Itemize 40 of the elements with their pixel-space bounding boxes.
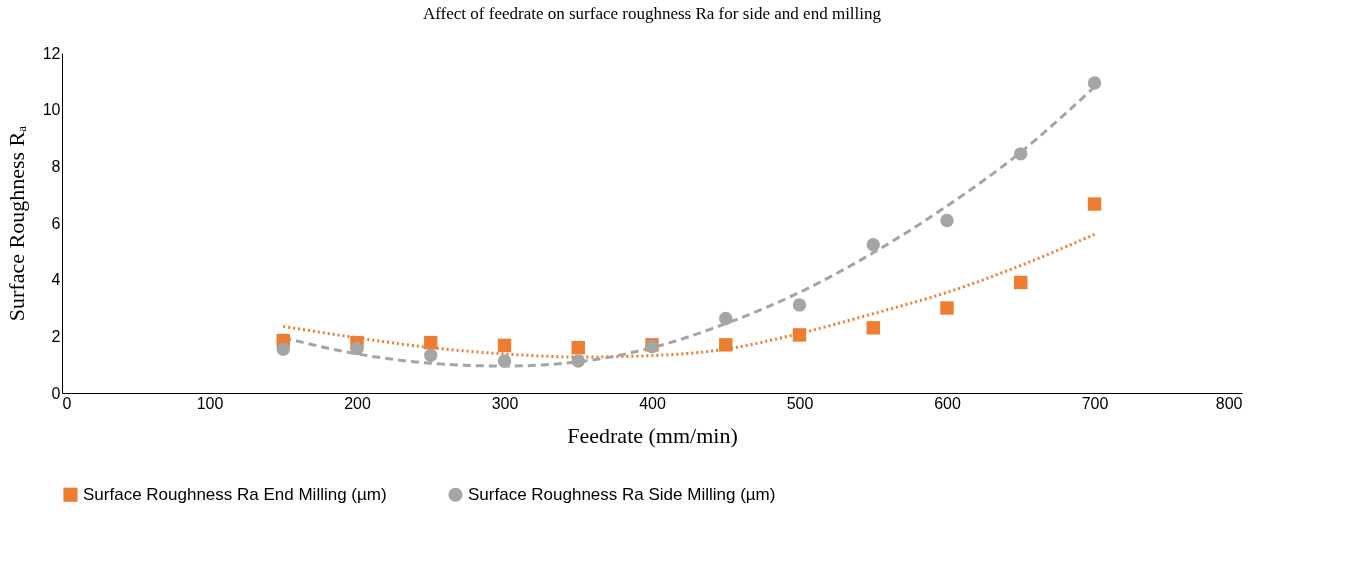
x-tick-label: 200 — [344, 394, 371, 412]
point — [792, 328, 807, 342]
x-tick-label: 500 — [786, 394, 814, 412]
x-axis-title: Feedrate (mm/min) — [567, 422, 738, 448]
x-tick-label: 600 — [934, 394, 961, 412]
point — [1087, 197, 1102, 211]
x-tick-label: 100 — [196, 394, 224, 412]
point — [719, 311, 733, 326]
point — [719, 338, 733, 352]
y-tick-label: 12 — [42, 44, 61, 62]
point — [424, 335, 438, 350]
point — [276, 342, 290, 357]
point — [1087, 76, 1102, 90]
point — [866, 238, 880, 252]
y-axis-title: Surface Roughness Rₐ — [3, 125, 29, 322]
point — [571, 340, 585, 355]
point — [866, 321, 880, 335]
point — [497, 354, 512, 368]
y-tick-label: 4 — [51, 271, 61, 289]
y-tick-label: 10 — [42, 101, 61, 119]
point — [424, 348, 438, 363]
point — [571, 354, 585, 368]
y-tick-label: 6 — [51, 214, 61, 232]
point — [497, 338, 512, 353]
point — [940, 213, 954, 228]
y-tick-label: 2 — [51, 327, 61, 345]
chart-title: Affect of feedrate on surface roughness Ra for side and end milling — [422, 4, 882, 23]
y-tick-label: 8 — [51, 157, 61, 175]
x-tick-label: 700 — [1081, 394, 1109, 412]
x-tick-label: 800 — [1215, 394, 1243, 412]
x-tick-label: 400 — [639, 394, 666, 412]
x-tick-label: 0 — [62, 394, 72, 412]
point — [940, 301, 954, 315]
point — [792, 298, 807, 312]
x-tick-label: 300 — [491, 394, 519, 412]
point — [1014, 147, 1028, 161]
legend-label: Surface Roughness Ra End Milling (µm) — [83, 484, 387, 504]
point — [350, 341, 364, 356]
point — [1014, 275, 1028, 290]
legend-label: Surface Roughness Ra Side Milling (µm) — [468, 484, 776, 504]
